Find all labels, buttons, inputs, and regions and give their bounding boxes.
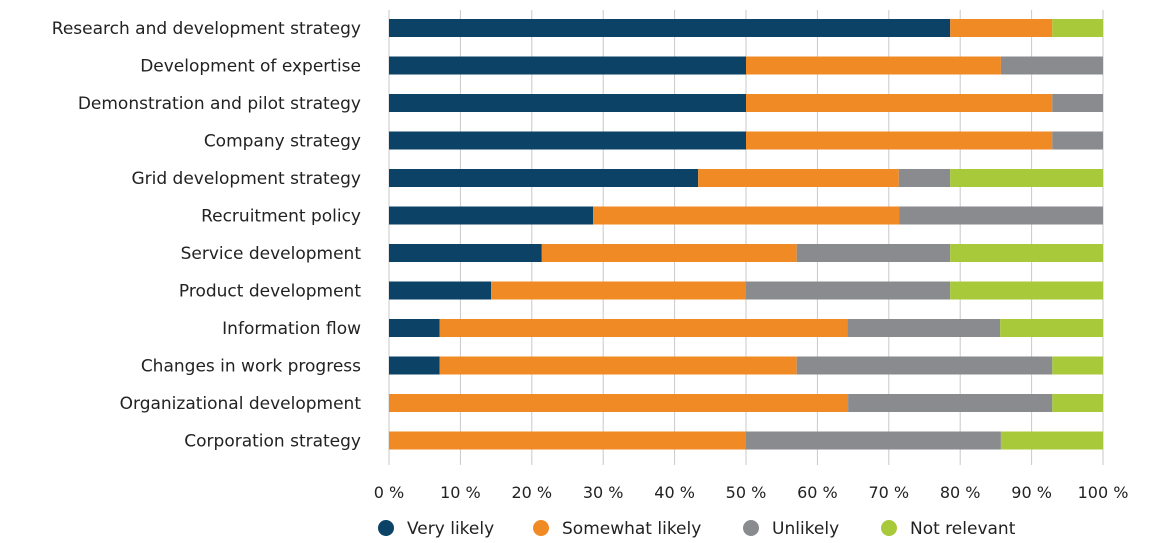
bar-segment — [389, 431, 746, 450]
bar-segment — [848, 394, 1053, 412]
bar-segment — [1000, 431, 1103, 450]
category-label: Research and development strategy — [52, 19, 361, 39]
bar-segment — [950, 169, 1103, 187]
bar-segment — [541, 244, 797, 262]
bar-segment — [389, 394, 849, 412]
x-tick-label: 40 % — [654, 483, 695, 502]
category-label: Organizational development — [120, 394, 362, 414]
x-tick-label: 20 % — [511, 483, 552, 502]
bar-segment — [491, 281, 746, 300]
bar-segment — [898, 169, 951, 187]
bar-segment — [746, 56, 1001, 75]
bar-segment — [1052, 131, 1103, 150]
bar-segment — [746, 431, 1001, 450]
bar-segment — [899, 206, 1103, 225]
bar-segment — [389, 319, 440, 337]
bar-segment — [698, 169, 899, 187]
legend-marker — [533, 520, 549, 536]
x-tick-label: 50 % — [726, 483, 767, 502]
category-label: Information flow — [222, 319, 361, 339]
bar-segment — [389, 94, 746, 112]
bar-segment — [389, 356, 440, 375]
bar-segment — [1052, 394, 1103, 412]
bar-segment — [389, 56, 746, 75]
bar-segment — [746, 281, 951, 300]
bar-segment — [389, 244, 542, 262]
legend-marker — [743, 520, 759, 536]
bar-segment — [950, 281, 1103, 300]
x-tick-label: 30 % — [583, 483, 624, 502]
x-tick-label: 0 % — [374, 483, 404, 502]
bar-segment — [950, 244, 1103, 262]
x-tick-labels: 0 % 10 % 20 % 30 % 40 % 50 % 60 % 70 % 80 % 90 % 1… — [374, 483, 1129, 502]
bar-segment — [1052, 19, 1103, 37]
bar-segment — [389, 281, 492, 300]
gridlines — [388, 10, 1104, 465]
x-tick-label: 70 % — [868, 483, 909, 502]
legend-label: Somewhat likely — [562, 519, 701, 539]
x-tick-label: 100 % — [1078, 483, 1129, 502]
bar-segment — [847, 319, 1001, 337]
category-label: Changes in work progress — [141, 357, 361, 377]
legend-label: Unlikely — [772, 519, 839, 539]
category-label: Grid development strategy — [131, 169, 361, 189]
bar-segment — [796, 356, 1053, 375]
category-label: Product development — [179, 282, 361, 302]
bar-segment — [1000, 319, 1103, 337]
legend: Very likely Somewhat likely Unlikely Not re… — [378, 519, 1016, 539]
category-label: Demonstration and pilot strategy — [78, 94, 361, 114]
bar-segment — [439, 319, 848, 337]
bar-segment — [439, 356, 797, 375]
legend-label: Not relevant — [910, 519, 1016, 539]
category-label: Development of expertise — [140, 57, 361, 77]
category-labels: Research and development strategy Develop… — [52, 19, 362, 452]
bar-segment — [746, 94, 1053, 112]
bar-segment — [389, 131, 746, 150]
bars — [389, 19, 1103, 450]
x-tick-label: 80 % — [940, 483, 981, 502]
category-label: Corporation strategy — [184, 432, 361, 452]
bar-segment — [389, 169, 699, 187]
bar-segment — [389, 206, 594, 225]
category-label: Service development — [181, 244, 362, 264]
legend-marker — [881, 520, 897, 536]
bar-segment — [950, 19, 1053, 37]
category-label: Recruitment policy — [201, 207, 361, 227]
bar-segment — [593, 206, 900, 225]
bar-segment — [796, 244, 951, 262]
legend-marker — [378, 520, 394, 536]
bar-segment — [1000, 56, 1103, 75]
category-label: Company strategy — [204, 132, 361, 152]
bar-segment — [1052, 356, 1103, 375]
legend-label: Very likely — [407, 519, 494, 539]
x-tick-label: 60 % — [797, 483, 838, 502]
bar-segment — [1052, 94, 1103, 112]
x-tick-label: 90 % — [1011, 483, 1052, 502]
bar-segment — [746, 131, 1053, 150]
x-tick-label: 10 % — [440, 483, 481, 502]
bar-segment — [389, 19, 951, 37]
